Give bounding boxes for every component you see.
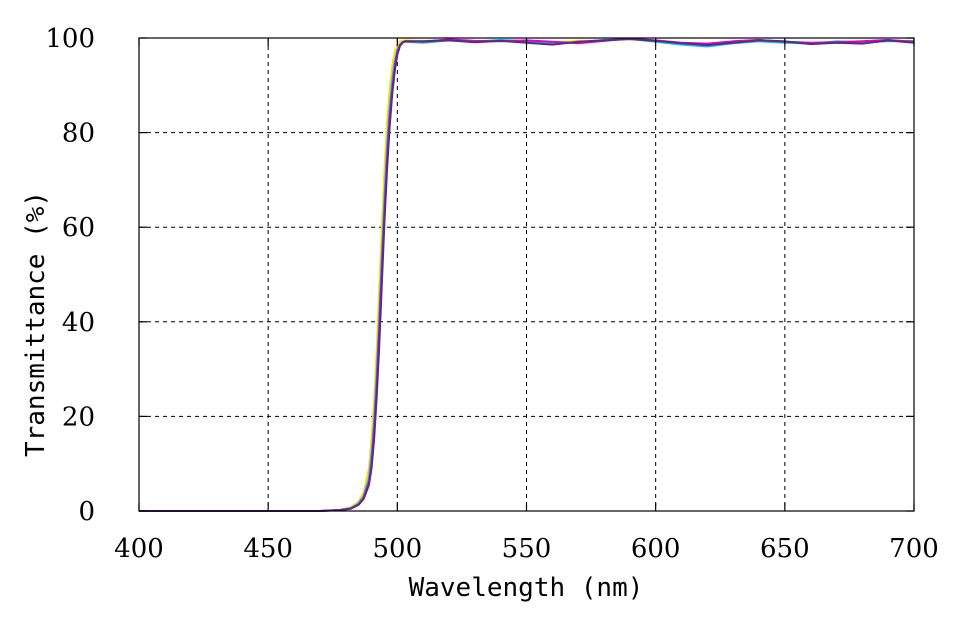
axis-ticks: 400 450 500 550 600 650 700 0 20 40 60 80 100 xyxy=(45,24,938,564)
y-axis-label: Transmittance (%) xyxy=(21,191,51,457)
y-tick-label: 0 xyxy=(78,497,95,527)
series-lines xyxy=(139,37,915,512)
x-tick-label: 650 xyxy=(760,534,810,564)
x-tick-label: 400 xyxy=(114,534,164,564)
x-tick-label: 600 xyxy=(631,534,681,564)
y-tick-label: 20 xyxy=(62,402,95,432)
y-tick-label: 100 xyxy=(45,24,95,54)
grid-lines xyxy=(139,38,914,511)
x-axis-label: Wavelength (nm) xyxy=(409,573,644,603)
x-tick-label: 700 xyxy=(889,534,939,564)
y-tick-label: 80 xyxy=(62,119,95,149)
series-line-4 xyxy=(139,37,915,512)
x-tick-label: 500 xyxy=(373,534,423,564)
y-tick-label: 60 xyxy=(62,213,95,243)
x-tick-label: 550 xyxy=(502,534,552,564)
x-tick-label: 450 xyxy=(243,534,293,564)
y-tick-label: 40 xyxy=(62,308,95,338)
